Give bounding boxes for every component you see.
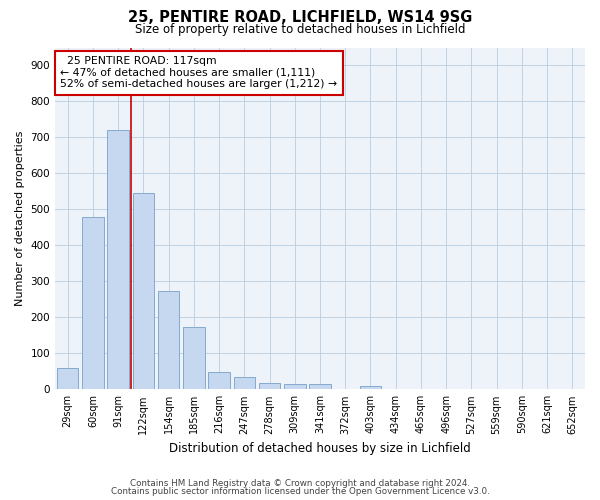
Bar: [82, 216, 104, 390]
Bar: [259, 383, 280, 390]
Bar: [309, 384, 331, 390]
Bar: [233, 376, 255, 390]
Text: 25, PENTIRE ROAD, LICHFIELD, WS14 9SG: 25, PENTIRE ROAD, LICHFIELD, WS14 9SG: [128, 10, 472, 25]
Bar: [183, 328, 205, 390]
Bar: [57, 368, 79, 390]
Bar: [284, 384, 305, 390]
Bar: [158, 292, 179, 390]
Bar: [107, 130, 129, 390]
Bar: [208, 372, 230, 390]
Bar: [360, 386, 381, 390]
Y-axis label: Number of detached properties: Number of detached properties: [15, 130, 25, 306]
Text: Contains public sector information licensed under the Open Government Licence v3: Contains public sector information licen…: [110, 487, 490, 496]
Text: Contains HM Land Registry data © Crown copyright and database right 2024.: Contains HM Land Registry data © Crown c…: [130, 478, 470, 488]
Text: Size of property relative to detached houses in Lichfield: Size of property relative to detached ho…: [135, 22, 465, 36]
Bar: [133, 193, 154, 390]
Text: 25 PENTIRE ROAD: 117sqm
← 47% of detached houses are smaller (1,111)
52% of semi: 25 PENTIRE ROAD: 117sqm ← 47% of detache…: [61, 56, 337, 89]
X-axis label: Distribution of detached houses by size in Lichfield: Distribution of detached houses by size …: [169, 442, 471, 455]
